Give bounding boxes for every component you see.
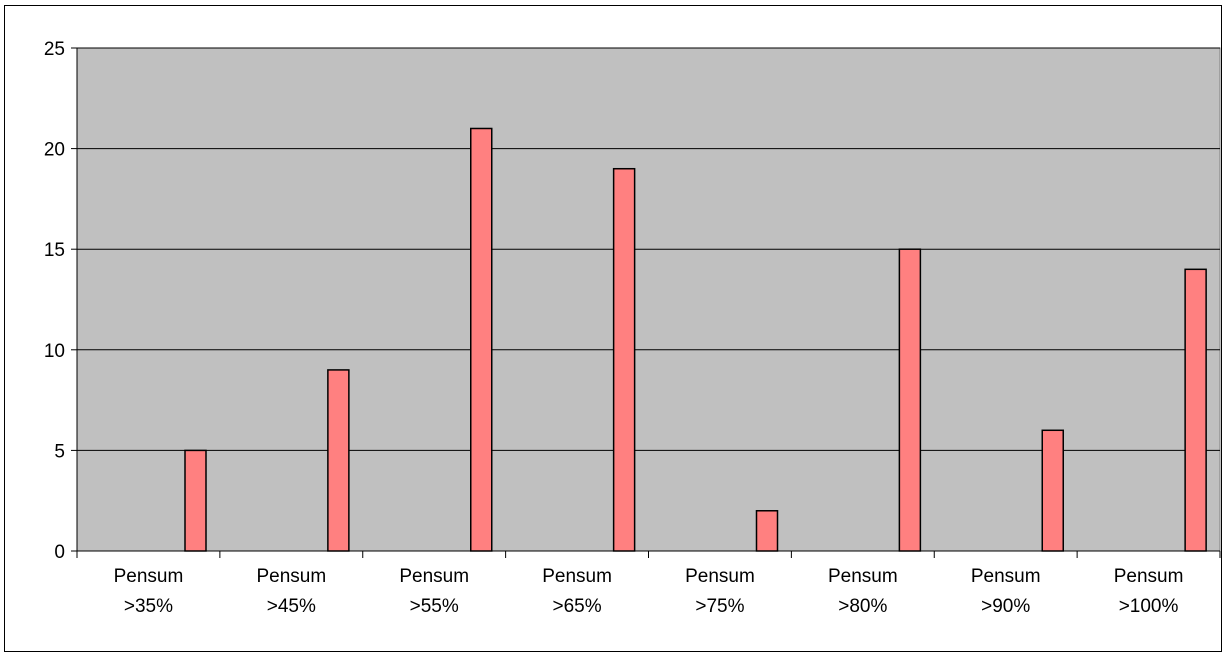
axes [71, 47, 1221, 558]
y-tick-label: 25 [44, 39, 65, 60]
x-tick-label: Pensum [828, 566, 898, 587]
x-tick-label: >80% [838, 596, 887, 617]
x-tick-label: Pensum [542, 566, 612, 587]
bar-6 [1041, 429, 1064, 552]
y-tick-label: 0 [54, 542, 65, 563]
x-tick-label: >55% [410, 596, 459, 617]
y-tick-label: 20 [44, 140, 65, 161]
y-tick-label: 10 [44, 341, 65, 362]
x-tick-label: Pensum [1114, 566, 1184, 587]
y-tick-label: 15 [44, 240, 65, 261]
x-tick-label: >100% [1119, 596, 1179, 617]
bar-4 [755, 510, 779, 552]
bar-0 [184, 449, 207, 552]
x-tick-label: Pensum [114, 566, 184, 587]
x-tick-label: >45% [267, 596, 316, 617]
plot-area [76, 47, 1221, 552]
x-tick-label: Pensum [971, 566, 1041, 587]
x-tick-label: >65% [553, 596, 602, 617]
gridlines [77, 47, 1220, 451]
bar-2 [470, 127, 493, 552]
bar-chart: 0 5 10 15 20 25 Pensum >35% Pensum >45% Pensum >55%… [44, 39, 1221, 617]
axis-labels: 0 5 10 15 20 25 Pensum >35% Pensum >45% Pensum >55%… [44, 39, 1184, 617]
x-tick-label: Pensum [685, 566, 755, 587]
chart-frame: 0 5 10 15 20 25 Pensum >35% Pensum >45% Pensum >55%… [4, 5, 1222, 652]
bars [184, 127, 1207, 552]
y-tick-label: 5 [54, 441, 65, 462]
bar-5 [898, 248, 922, 552]
bar-3 [612, 167, 636, 552]
x-tick-label: Pensum [399, 566, 469, 587]
x-tick-label: >90% [981, 596, 1030, 617]
x-tick-label: >75% [695, 596, 744, 617]
x-tick-label: Pensum [256, 566, 326, 587]
bar-7 [1184, 268, 1207, 552]
x-tick-label: >35% [124, 596, 173, 617]
bar-1 [327, 369, 350, 552]
